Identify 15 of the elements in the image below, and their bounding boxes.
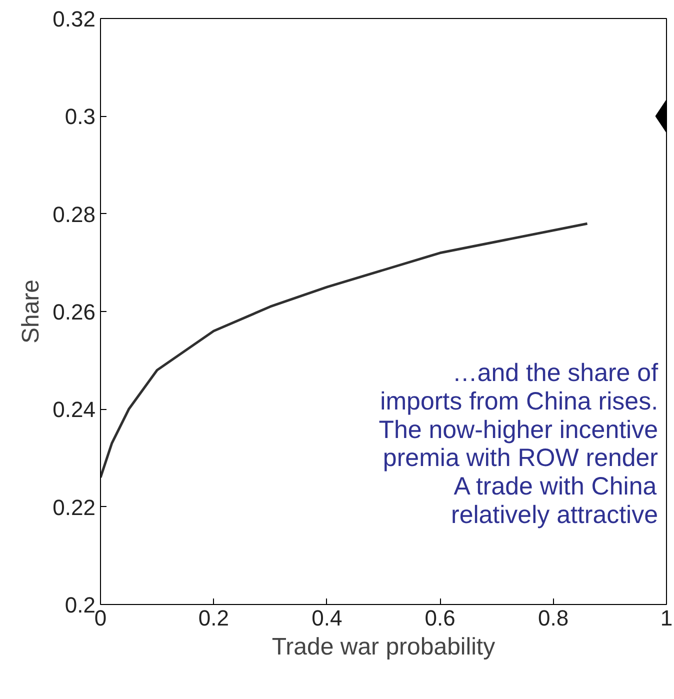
x-axis-title: Trade war probability	[272, 634, 496, 660]
x-tick-label: 0	[94, 606, 107, 630]
y-tick-label: 0.3	[64, 104, 96, 130]
annotation: …and the share of imports from China rises. The now-higher incentive premia with ROW render A trade with China relatively attractive	[378, 359, 658, 529]
x-tick-label: 0.4	[312, 606, 342, 630]
y-tick-label: 0.32	[52, 6, 96, 32]
x-tick-label: 0.6	[424, 606, 456, 630]
y-tick-label: 0.24	[52, 397, 96, 422]
x-tick-label: 0.8	[538, 606, 569, 630]
x-tick-label: 0.2	[198, 606, 229, 630]
y-tick-label: 0.26	[52, 300, 96, 324]
x-tick-label: 1	[660, 606, 673, 630]
y-tick-label: 0.22	[52, 494, 96, 520]
y-axis-title: Share	[18, 279, 45, 344]
y-tick-label: 0.28	[52, 202, 96, 227]
